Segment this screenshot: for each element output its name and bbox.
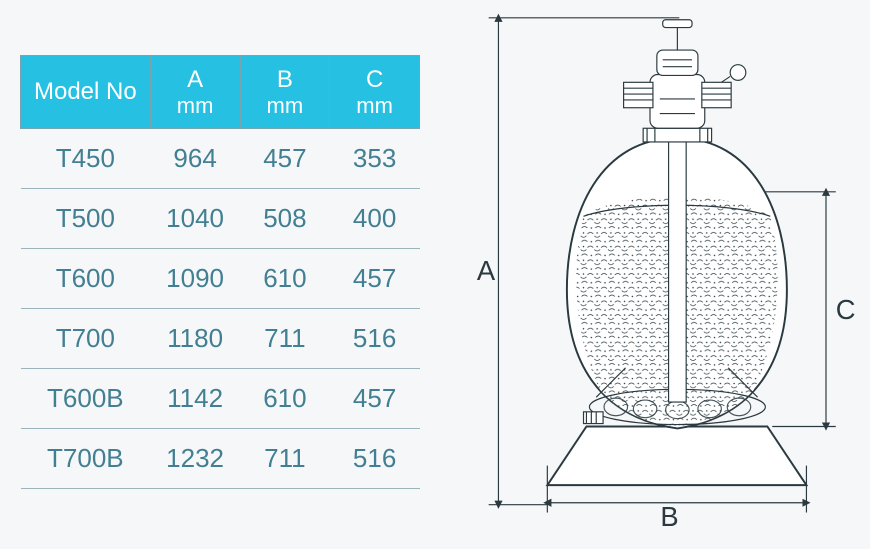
table-row: T600B1142610457 <box>21 369 420 429</box>
diagram-panel: A C B <box>430 0 870 544</box>
spec-table-panel: Model No A mm B mm C mm T4509 <box>0 35 430 510</box>
cell-model: T450 <box>21 129 151 189</box>
cell-dim: 1180 <box>150 309 240 369</box>
cell-dim: 400 <box>330 189 420 249</box>
col-label: C <box>366 66 383 93</box>
cell-dim: 711 <box>240 309 330 369</box>
cell-dim: 964 <box>150 129 240 189</box>
standpipe <box>669 109 687 402</box>
table-row: T7001180711516 <box>21 309 420 369</box>
table-row: T5001040508400 <box>21 189 420 249</box>
dimension-c-label: C <box>836 294 856 325</box>
top-flange <box>643 128 711 142</box>
cell-dim: 353 <box>330 129 420 189</box>
cell-model: T500 <box>21 189 151 249</box>
cell-dim: 516 <box>330 429 420 489</box>
cell-dim: 610 <box>240 369 330 429</box>
dimension-b-label: B <box>660 501 678 532</box>
col-header-b: B mm <box>240 55 330 129</box>
cell-dim: 1040 <box>150 189 240 249</box>
cell-dim: 1090 <box>150 249 240 309</box>
table-row: T6001090610457 <box>21 249 420 309</box>
drain-cap <box>584 412 604 424</box>
cell-dim: 516 <box>330 309 420 369</box>
cell-model: T600B <box>21 369 151 429</box>
cell-dim: 457 <box>330 249 420 309</box>
col-unit: mm <box>334 93 415 118</box>
col-header-model-label: Model No <box>34 78 137 105</box>
col-unit: mm <box>245 93 326 118</box>
cell-dim: 610 <box>240 249 330 309</box>
cell-dim: 1142 <box>150 369 240 429</box>
col-label: B <box>277 66 293 93</box>
col-header-model: Model No <box>21 55 151 129</box>
cell-dim: 711 <box>240 429 330 489</box>
col-header-a: A mm <box>150 55 240 129</box>
table-row: T700B1232711516 <box>21 429 420 489</box>
cell-dim: 457 <box>330 369 420 429</box>
cell-dim: 457 <box>240 129 330 189</box>
cell-dim: 1232 <box>150 429 240 489</box>
col-unit: mm <box>155 93 236 118</box>
dimension-a-label: A <box>477 255 496 286</box>
multiport-valve <box>624 20 746 129</box>
table-row: T450964457353 <box>21 129 420 189</box>
col-label: A <box>187 66 203 93</box>
filter-base <box>547 426 806 485</box>
cell-model: T700 <box>21 309 151 369</box>
filter-diagram: A C B <box>430 0 870 544</box>
cell-model: T600 <box>21 249 151 309</box>
col-header-c: C mm <box>330 55 420 129</box>
spec-table: Model No A mm B mm C mm T4509 <box>20 55 420 490</box>
cell-model: T700B <box>21 429 151 489</box>
cell-dim: 508 <box>240 189 330 249</box>
